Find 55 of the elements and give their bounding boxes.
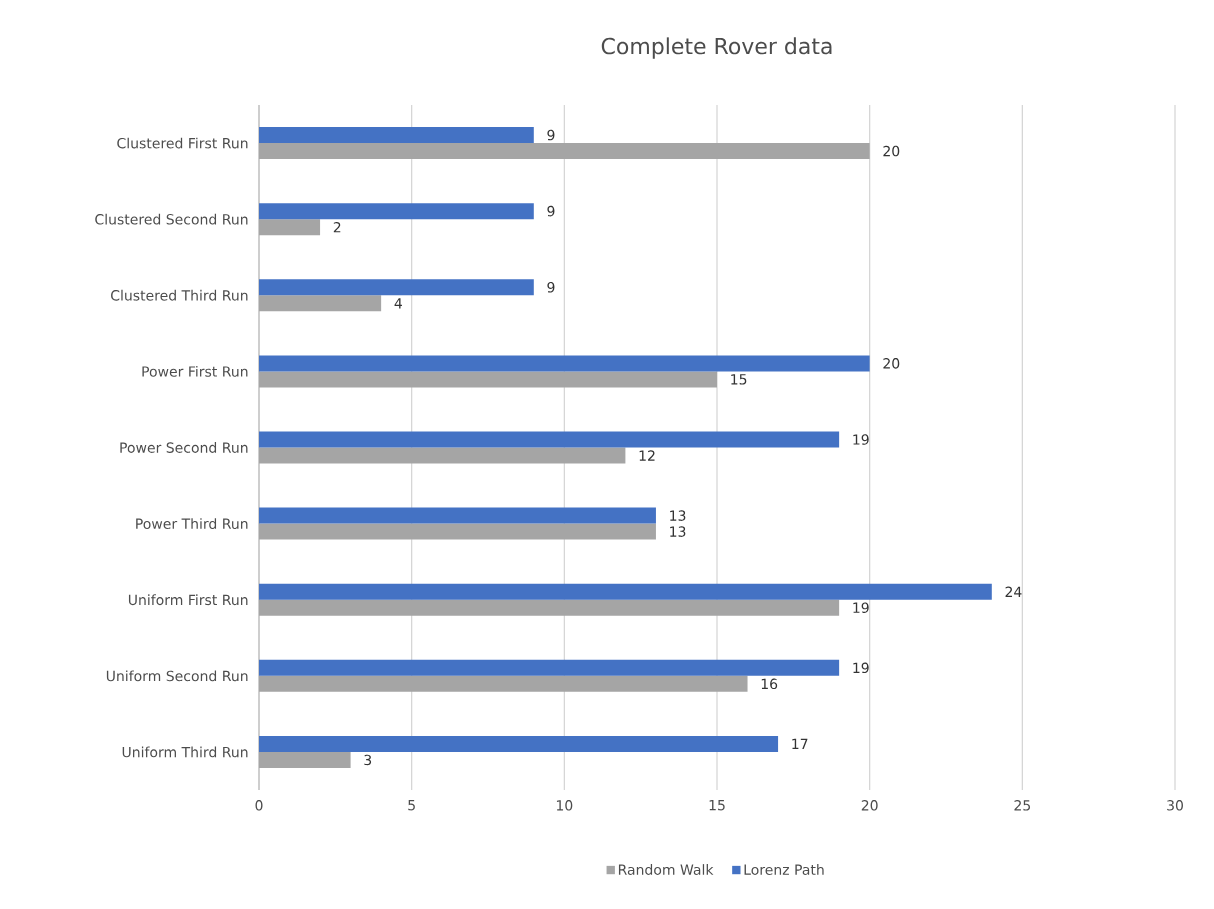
y-tick-label: Uniform First Run: [128, 594, 248, 606]
x-tick-label: 10: [556, 800, 573, 811]
bar: [259, 295, 382, 312]
bar: [259, 127, 534, 144]
bar: [259, 735, 779, 752]
data-label: 9: [547, 281, 555, 293]
bar: [259, 659, 840, 676]
x-tick-label: 5: [408, 800, 415, 811]
data-label: 3: [364, 754, 372, 766]
y-tick-label: Clustered First Run: [117, 137, 248, 149]
y-tick-label: Power Second Run: [120, 442, 248, 453]
bar: [259, 431, 840, 448]
data-label: 20: [883, 145, 900, 157]
data-label: 2: [333, 221, 341, 233]
data-label: 9: [547, 205, 555, 217]
data-label: 4: [394, 298, 402, 309]
bar: [259, 751, 351, 768]
x-tick-label: 0: [255, 800, 263, 811]
data-label: 20: [883, 358, 900, 369]
data-label: 9: [547, 129, 555, 141]
data-label: 19: [853, 602, 869, 613]
chart-title: Complete Rover data: [601, 37, 832, 59]
bar: [259, 371, 717, 388]
data-label: 19: [853, 434, 869, 445]
bar: [259, 675, 748, 692]
bar: [259, 279, 534, 296]
y-tick-label: Uniform Second Run: [106, 670, 248, 682]
bar: [259, 143, 870, 160]
data-label: 17: [792, 738, 808, 750]
data-label: 12: [639, 450, 655, 461]
data-label: 15: [731, 374, 747, 385]
data-label: 13: [670, 526, 686, 537]
legend-label: Random Walk: [618, 864, 714, 875]
y-tick-label: Clustered Third Run: [111, 289, 248, 301]
bar: [259, 599, 840, 616]
bar: [259, 447, 626, 464]
x-tick-label: 25: [1014, 800, 1031, 811]
bar: [259, 507, 656, 524]
bar: [259, 219, 321, 236]
y-tick-label: Uniform Third Run: [122, 746, 248, 758]
data-label: 19: [853, 662, 869, 674]
y-tick-label: Power First Run: [142, 365, 248, 377]
data-label: 16: [761, 678, 778, 690]
y-tick-label: Clustered Second Run: [95, 213, 248, 225]
x-tick-label: 15: [709, 800, 725, 811]
legend-label: Lorenz Path: [744, 864, 824, 875]
y-tick-label: Power Third Run: [136, 518, 248, 530]
data-label: 13: [670, 510, 686, 521]
bar: [259, 523, 656, 540]
bar: [259, 583, 992, 600]
data-label: 24: [1005, 586, 1022, 597]
bar: [259, 203, 534, 220]
bar: [259, 355, 870, 372]
x-tick-label: 20: [861, 800, 878, 811]
x-tick-label: 30: [1167, 800, 1183, 811]
